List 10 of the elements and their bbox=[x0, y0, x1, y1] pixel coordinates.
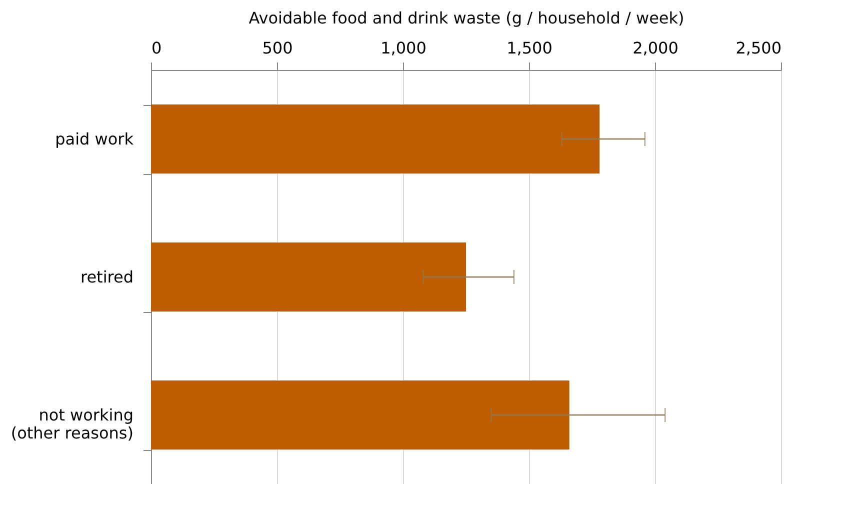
x-axis-title: Avoidable food and drink waste (g / household / week) bbox=[248, 8, 684, 28]
x-tick-label: 2,000 bbox=[632, 38, 678, 58]
x-tick-label: 1,000 bbox=[380, 38, 426, 58]
x-tick-label: 500 bbox=[262, 38, 293, 58]
y-tick-label: not working (other reasons) bbox=[10, 406, 134, 442]
x-tick-label: 2,500 bbox=[736, 38, 782, 58]
y-tick-label: retired bbox=[80, 268, 134, 286]
y-tick-label: paid work bbox=[55, 130, 134, 148]
x-tick-label: 0 bbox=[152, 38, 162, 58]
x-tick-label: 1,500 bbox=[506, 38, 552, 58]
